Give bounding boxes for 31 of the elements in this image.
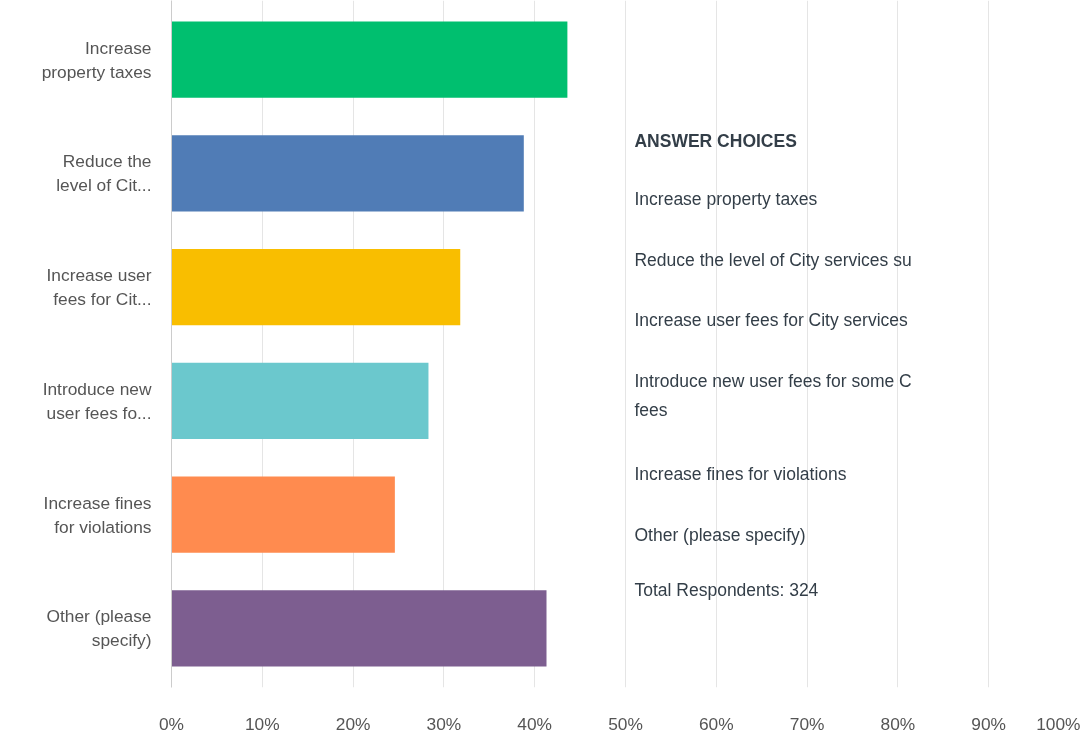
annotation: Introduce new user fees for some C fees <box>634 370 912 420</box>
y-tick-label: Increase fines for violations <box>43 492 152 537</box>
bar <box>171 249 461 326</box>
annotation: Other (please specify) <box>634 524 806 545</box>
x-tick-label: 70% <box>789 713 825 734</box>
x-tick-label: 90% <box>971 713 1007 734</box>
y-tick-label: Other (please specify) <box>46 606 152 651</box>
x-tick-label: 80% <box>880 713 916 734</box>
y-tick-label: Reduce the level of Cit... <box>56 151 152 196</box>
x-tick-label: 20% <box>335 713 371 734</box>
annotation: Increase user fees for City services <box>634 310 909 331</box>
x-tick-label: 10% <box>244 713 280 734</box>
x-tick-label: 40% <box>517 713 553 734</box>
bar <box>171 362 429 439</box>
bar <box>171 135 524 212</box>
annotation: Reduce the level of City services su <box>634 250 912 271</box>
annotation: Increase property taxes <box>634 189 818 210</box>
x-tick-label: 0% <box>158 713 185 734</box>
bar <box>171 590 547 667</box>
y-tick-label: Increase property taxes <box>41 37 152 82</box>
x-tick-label: 30% <box>426 713 462 734</box>
x-tick-label: 50% <box>608 713 643 734</box>
bar <box>171 21 568 98</box>
y-tick-label: Introduce new user fees fo... <box>42 378 152 423</box>
y-tick-label: Increase user fees for Cit... <box>46 265 152 310</box>
annotation: Increase fines for violations <box>634 463 847 484</box>
x-tick-label: 60% <box>698 713 734 734</box>
annotation: ANSWER CHOICES <box>634 131 797 152</box>
annotation: Total Respondents: 324 <box>634 579 819 600</box>
x-tick-label: 100% <box>1036 713 1080 734</box>
bar <box>171 476 395 553</box>
